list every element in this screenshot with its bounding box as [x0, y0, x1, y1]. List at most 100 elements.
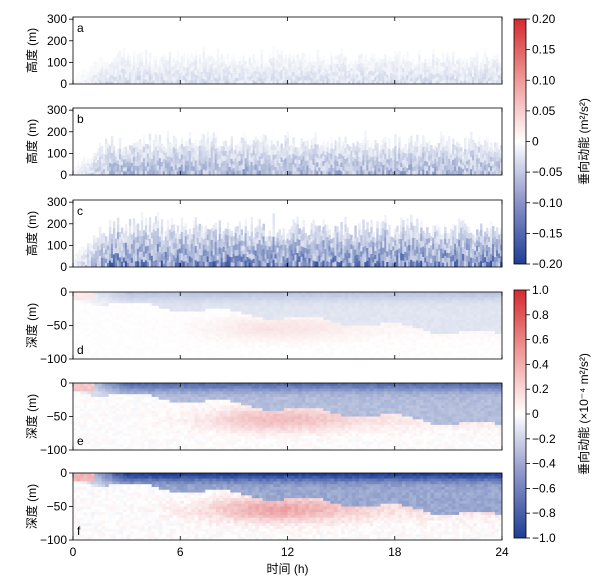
heatmap-cell	[119, 342, 124, 346]
heatmap-cell	[470, 257, 473, 263]
heatmap-cell	[76, 76, 80, 79]
heatmap-cell	[194, 64, 198, 70]
heatmap-cell	[258, 260, 261, 267]
heatmap-cell	[324, 248, 327, 256]
heatmap-cell	[73, 263, 76, 266]
heatmap-cell	[348, 162, 351, 168]
heatmap-cell	[286, 72, 289, 78]
heatmap-cell	[396, 249, 399, 256]
heatmap-cell	[278, 54, 281, 59]
heatmap-cell	[338, 66, 341, 72]
heatmap-cell	[140, 235, 144, 244]
heatmap-cell	[130, 331, 135, 335]
heatmap-cell	[278, 261, 281, 267]
heatmap-cell	[482, 149, 485, 154]
heatmap-cell	[254, 136, 257, 143]
heatmap-cell	[98, 60, 102, 66]
heatmap-cell	[166, 233, 170, 241]
heatmap-cell	[270, 240, 273, 246]
heatmap-cell	[460, 167, 463, 172]
heatmap-cell	[196, 63, 200, 67]
heatmap-cell	[366, 77, 369, 81]
heatmap-cell	[434, 150, 437, 155]
heatmap-cell	[376, 234, 379, 242]
heatmap-cell	[332, 62, 335, 67]
heatmap-cell	[424, 62, 427, 67]
heatmap-cell	[73, 167, 76, 169]
heatmap-cell	[162, 63, 166, 68]
heatmap-cell	[328, 171, 331, 175]
heatmap-cell	[444, 261, 447, 267]
heatmap-cell	[80, 336, 85, 340]
heatmap-cell	[350, 262, 353, 267]
heatmap-cell	[266, 159, 269, 166]
heatmap-cell	[452, 74, 455, 80]
heatmap-cell	[270, 150, 273, 156]
heatmap-cell	[316, 166, 319, 172]
heatmap-cell	[182, 66, 186, 72]
heatmap-cell	[334, 231, 337, 239]
heatmap-cell	[264, 262, 267, 267]
heatmap-cell	[310, 67, 313, 72]
heatmap-cell	[300, 229, 303, 236]
heatmap-cell	[104, 240, 108, 246]
heatmap-cell	[386, 261, 389, 267]
heatmap-cell	[352, 258, 355, 264]
heatmap-cell	[214, 142, 218, 149]
heatmap-cell	[232, 75, 236, 81]
heatmap-cell	[142, 261, 146, 267]
heatmap-cell	[174, 63, 178, 68]
heatmap-cell	[204, 243, 208, 250]
heatmap-cell	[210, 245, 214, 251]
heatmap-cell	[408, 233, 411, 240]
heatmap-cell	[86, 158, 90, 161]
heatmap-cell	[432, 58, 435, 65]
heatmap-cell	[144, 54, 148, 60]
heatmap-cell	[250, 170, 253, 175]
heatmap-cell	[94, 152, 98, 157]
heatmap-cell	[352, 75, 355, 79]
heatmap-cell	[304, 63, 307, 68]
heatmap-cell	[306, 244, 309, 250]
heatmap-cell	[138, 240, 142, 247]
heatmap-cell	[384, 58, 387, 63]
heatmap-cell	[119, 328, 124, 332]
heatmap-cell	[452, 164, 455, 171]
heatmap-cell	[176, 237, 180, 244]
heatmap-cell	[414, 67, 417, 71]
heatmap-cell	[136, 260, 140, 267]
heatmap-cell	[73, 257, 76, 260]
heatmap-cell	[438, 62, 441, 67]
heatmap-cell	[486, 152, 489, 159]
heatmap-cell	[82, 258, 86, 262]
heatmap-cell	[110, 262, 114, 267]
heatmap-cell	[105, 345, 110, 349]
heatmap-cell	[452, 70, 455, 76]
heatmap-cell	[248, 155, 251, 161]
heatmap-cell	[112, 339, 117, 343]
heatmap-cell	[310, 254, 313, 262]
heatmap-cell	[382, 227, 385, 235]
heatmap-cell	[414, 261, 417, 267]
heatmap-cell	[168, 156, 172, 162]
heatmap-cell	[108, 350, 113, 354]
heatmap-cell	[470, 76, 473, 81]
heatmap-cell	[230, 251, 234, 258]
heatmap-cell	[440, 257, 443, 263]
heatmap-cell	[274, 240, 277, 246]
heatmap-cell	[184, 81, 188, 84]
heatmap-cell	[322, 165, 325, 171]
heatmap-cell	[266, 262, 269, 267]
heatmap-cell	[98, 325, 103, 329]
heatmap-cell	[424, 80, 427, 84]
heatmap-cell	[268, 256, 271, 263]
heatmap-cell	[170, 77, 174, 81]
heatmap-cell	[298, 66, 301, 71]
heatmap-cell	[124, 242, 128, 249]
heatmap-cell	[142, 65, 146, 69]
heatmap-cell	[380, 77, 383, 81]
heatmap-cell	[140, 65, 144, 71]
heatmap-cell	[98, 243, 102, 251]
heatmap-cell	[358, 241, 361, 249]
heatmap-cell	[112, 221, 116, 229]
